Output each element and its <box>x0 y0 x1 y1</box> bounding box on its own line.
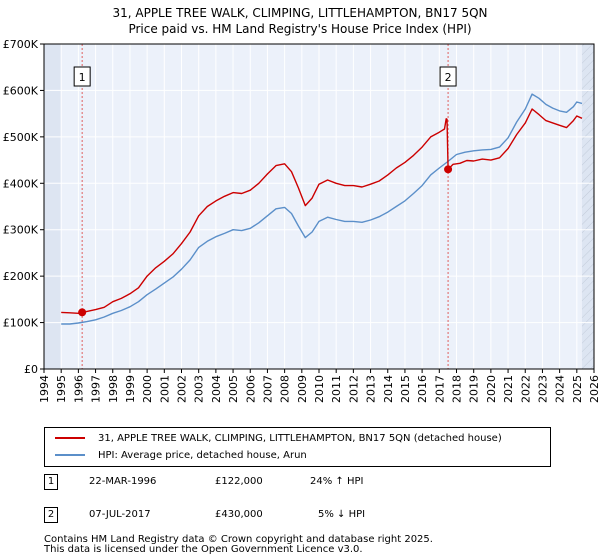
transaction-2-price: £430,000 <box>215 509 263 520</box>
x-tick-label: 2012 <box>347 375 360 403</box>
x-tick-label: 1997 <box>90 375 103 403</box>
sale-marker-2 <box>444 165 453 174</box>
footer-licence: This data is licensed under the Open Gov… <box>44 544 363 555</box>
plot-frame <box>43 43 595 370</box>
x-tick-label: 2013 <box>365 375 378 403</box>
x-tick-label: 2001 <box>158 375 171 403</box>
transaction-1-date: 22-MAR-1996 <box>89 476 157 487</box>
transaction-1-price: £122,000 <box>215 476 263 487</box>
x-tick-label: 2022 <box>519 375 532 403</box>
x-tick-label: 2019 <box>468 375 481 403</box>
future-hatch <box>581 44 594 369</box>
series-line-hpi <box>61 93 583 325</box>
sale-marker-1 <box>78 308 87 317</box>
x-tick-label: 2014 <box>382 375 395 403</box>
sale-label-box-1 <box>73 66 91 87</box>
series-line-property <box>61 108 583 314</box>
x-tick-label: 2011 <box>330 375 343 403</box>
x-tick-label: 2003 <box>193 375 206 403</box>
x-tick-label: 1996 <box>72 375 85 403</box>
x-tick-label: 2009 <box>296 375 309 403</box>
transaction-1-hpi: 24% ↑ HPI <box>310 476 364 487</box>
x-tick-label: 2016 <box>416 375 429 403</box>
chart-title: 31, APPLE TREE WALK, CLIMPING, LITTLEHAM… <box>112 6 488 20</box>
x-tick-label: 1995 <box>55 375 68 403</box>
no-data-region-left <box>44 44 62 369</box>
transaction-2-hpi: 5% ↓ HPI <box>318 509 366 520</box>
x-tick-label: 2004 <box>210 375 223 403</box>
x-tick-label: 2025 <box>571 375 584 403</box>
legend-swatch-property <box>55 437 85 439</box>
y-tick-label: £700K <box>3 38 39 51</box>
x-tick-label: 2007 <box>261 375 274 403</box>
x-tick-label: 2002 <box>176 375 189 403</box>
legend-swatch-hpi <box>55 454 85 456</box>
y-tick-label: £100K <box>3 317 39 330</box>
footer-copyright: Contains HM Land Registry data © Crown c… <box>44 534 433 545</box>
x-tick-label: 2023 <box>536 375 549 403</box>
y-tick-label: £600K <box>3 84 39 97</box>
x-tick-label: 1994 <box>38 375 51 403</box>
y-tick-label: £500K <box>3 131 39 144</box>
legend-label-property: 31, APPLE TREE WALK, CLIMPING, LITTLEHAM… <box>98 433 502 444</box>
x-tick-label: 2024 <box>554 375 567 403</box>
y-tick-label: £200K <box>3 270 39 283</box>
x-tick-label: 1999 <box>124 375 137 403</box>
y-tick-label: £400K <box>3 177 39 190</box>
x-tick-label: 2018 <box>451 375 464 403</box>
legend-label-hpi: HPI: Average price, detached house, Arun <box>98 450 307 461</box>
transaction-2-badge: 2 <box>44 507 58 523</box>
legend: 31, APPLE TREE WALK, CLIMPING, LITTLEHAM… <box>44 427 551 467</box>
x-tick-label: 2021 <box>502 375 515 403</box>
legend-item-hpi: HPI: Average price, detached house, Arun <box>55 449 307 463</box>
x-tick-label: 2015 <box>399 375 412 403</box>
x-tick-label: 2000 <box>141 375 154 403</box>
price-chart: 1 2 1994 1995 1996 1997 1998 1999 2000 2001 2002 2… <box>3 38 600 403</box>
chart-subtitle: Price paid vs. HM Land Registry's House … <box>128 22 472 36</box>
legend-item-property: 31, APPLE TREE WALK, CLIMPING, LITTLEHAM… <box>55 432 502 446</box>
x-tick-label: 1998 <box>107 375 120 403</box>
x-tick-label: 2026 <box>588 375 600 403</box>
x-tick-label: 2005 <box>227 375 240 403</box>
sale-label-2: 2 <box>445 71 452 84</box>
y-tick-label: £0 <box>24 363 38 376</box>
y-tick-label: £300K <box>3 224 39 237</box>
x-tick-label: 2017 <box>433 375 446 403</box>
transaction-1-badge: 1 <box>44 474 58 490</box>
x-tick-label: 2006 <box>244 375 257 403</box>
x-tick-label: 2008 <box>279 375 292 403</box>
sale-label-box-2 <box>439 66 457 87</box>
sale-label-1: 1 <box>79 71 86 84</box>
transaction-2-date: 07-JUL-2017 <box>89 509 151 520</box>
x-tick-label: 2010 <box>313 375 326 403</box>
x-tick-label: 2020 <box>485 375 498 403</box>
